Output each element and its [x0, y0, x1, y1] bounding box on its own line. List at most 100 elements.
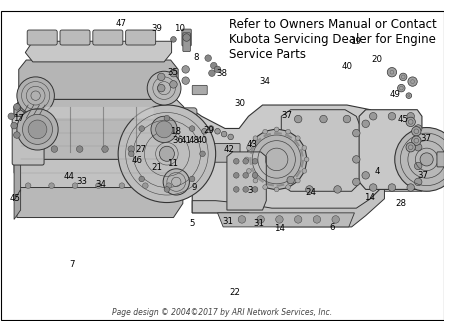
Text: 31: 31	[222, 217, 233, 226]
Circle shape	[221, 131, 227, 137]
Circle shape	[286, 185, 291, 189]
Polygon shape	[218, 213, 355, 227]
Polygon shape	[192, 105, 384, 213]
Circle shape	[214, 66, 221, 73]
Text: 40: 40	[196, 136, 207, 145]
Circle shape	[302, 146, 307, 150]
Circle shape	[274, 187, 279, 192]
Circle shape	[253, 178, 258, 183]
Polygon shape	[14, 99, 184, 188]
Circle shape	[164, 115, 170, 121]
Text: 17: 17	[13, 115, 24, 123]
Circle shape	[164, 187, 170, 192]
Circle shape	[414, 125, 422, 132]
Text: 11: 11	[167, 160, 178, 168]
Text: 44: 44	[64, 172, 74, 181]
Circle shape	[243, 187, 248, 192]
FancyBboxPatch shape	[45, 107, 154, 118]
FancyBboxPatch shape	[60, 30, 90, 45]
Circle shape	[72, 183, 78, 188]
Circle shape	[139, 126, 145, 131]
Text: 24: 24	[306, 188, 317, 197]
Polygon shape	[359, 128, 427, 191]
Circle shape	[183, 34, 191, 41]
Text: 48: 48	[188, 136, 199, 145]
Text: 22: 22	[229, 288, 240, 297]
Circle shape	[369, 184, 377, 191]
Circle shape	[246, 168, 251, 173]
Circle shape	[302, 168, 307, 173]
Text: 28: 28	[395, 199, 406, 208]
Circle shape	[182, 66, 190, 73]
Text: 33: 33	[77, 177, 88, 186]
FancyBboxPatch shape	[34, 99, 165, 160]
Circle shape	[119, 183, 125, 188]
Circle shape	[407, 113, 414, 120]
Circle shape	[388, 113, 396, 120]
Text: 9: 9	[192, 183, 197, 192]
Circle shape	[8, 113, 15, 119]
Circle shape	[210, 62, 217, 69]
Text: 46: 46	[131, 156, 142, 165]
Circle shape	[406, 93, 411, 98]
Text: 7: 7	[69, 260, 75, 269]
Text: 45: 45	[10, 194, 21, 203]
Text: 49: 49	[389, 90, 400, 99]
Text: 41: 41	[180, 136, 191, 145]
Text: 10: 10	[174, 24, 185, 33]
Polygon shape	[25, 41, 172, 62]
Circle shape	[295, 178, 300, 183]
Circle shape	[362, 120, 369, 127]
Circle shape	[400, 73, 407, 81]
Circle shape	[263, 185, 267, 189]
Circle shape	[252, 172, 258, 178]
Circle shape	[246, 129, 307, 189]
Text: 19: 19	[350, 37, 361, 46]
Circle shape	[294, 115, 302, 123]
Circle shape	[147, 71, 181, 105]
Circle shape	[334, 186, 341, 193]
FancyBboxPatch shape	[437, 152, 456, 167]
Circle shape	[234, 172, 239, 178]
Circle shape	[17, 77, 55, 115]
Text: 38: 38	[217, 69, 228, 77]
Circle shape	[151, 116, 177, 143]
Circle shape	[294, 216, 302, 223]
Text: 40: 40	[342, 62, 353, 71]
Text: Page design © 2004©2017 by ARI Network Services, Inc.: Page design © 2004©2017 by ARI Network S…	[112, 308, 332, 317]
Circle shape	[143, 183, 148, 188]
Text: 47: 47	[115, 19, 127, 28]
FancyBboxPatch shape	[126, 30, 155, 45]
Circle shape	[139, 176, 145, 182]
Circle shape	[22, 115, 53, 144]
Circle shape	[362, 171, 369, 179]
Circle shape	[228, 134, 234, 140]
Circle shape	[408, 77, 417, 86]
Text: 14: 14	[365, 193, 375, 202]
Circle shape	[313, 216, 321, 223]
Circle shape	[14, 104, 20, 110]
Circle shape	[209, 70, 215, 76]
Text: 14: 14	[273, 224, 284, 233]
Circle shape	[395, 127, 458, 191]
Text: 36: 36	[172, 136, 183, 145]
Circle shape	[166, 183, 172, 188]
Circle shape	[159, 146, 174, 161]
Circle shape	[353, 129, 360, 137]
Circle shape	[189, 176, 195, 182]
Circle shape	[170, 70, 177, 77]
Circle shape	[234, 159, 239, 164]
Text: 4: 4	[374, 167, 380, 176]
Circle shape	[411, 126, 421, 136]
Text: 31: 31	[253, 219, 264, 228]
Text: 6: 6	[330, 223, 335, 232]
Text: 37: 37	[418, 171, 428, 180]
Text: 35: 35	[168, 68, 179, 77]
FancyBboxPatch shape	[182, 29, 191, 46]
Circle shape	[234, 187, 239, 192]
Circle shape	[406, 143, 415, 152]
Circle shape	[369, 113, 377, 120]
Polygon shape	[17, 185, 183, 217]
Text: 34: 34	[259, 77, 270, 86]
Circle shape	[407, 184, 414, 191]
